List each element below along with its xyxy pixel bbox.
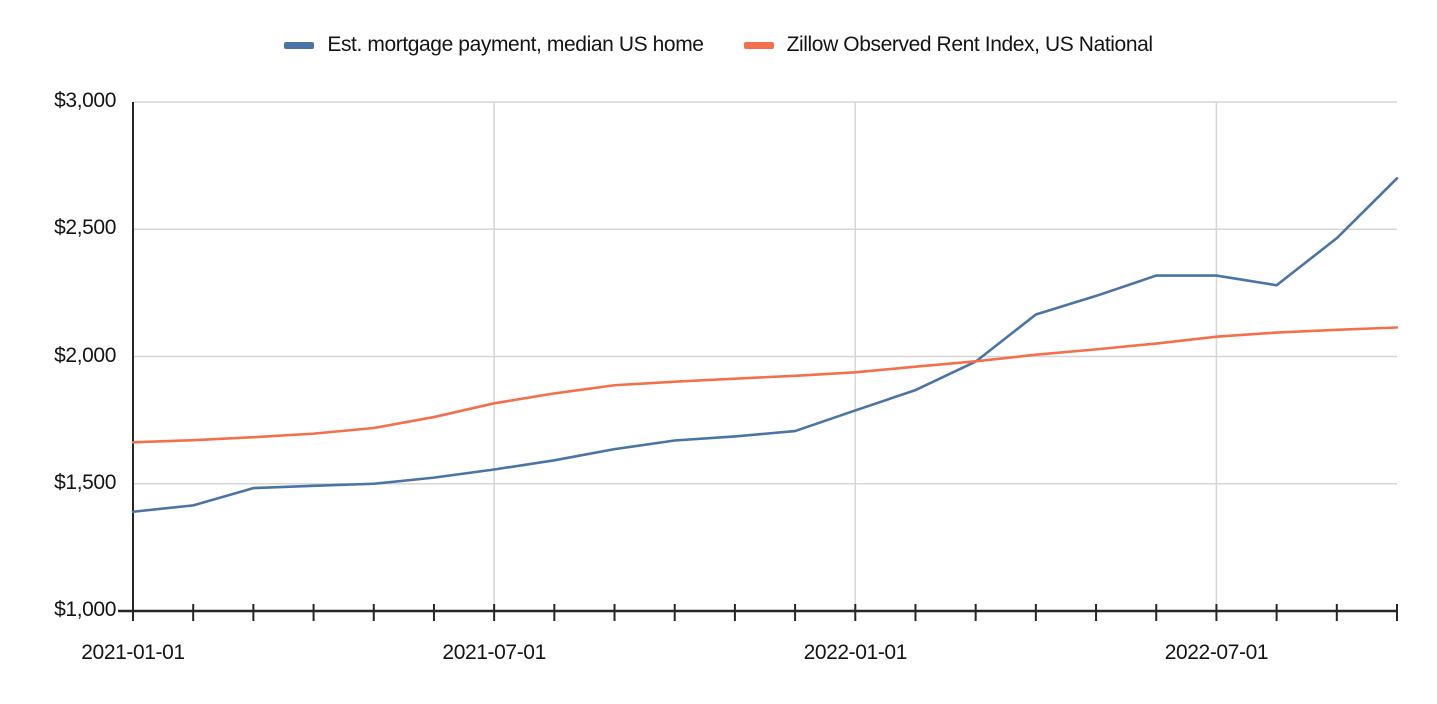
- legend: Est. mortgage payment, median US home Zi…: [0, 33, 1437, 57]
- rent-series-marker-icon: [743, 41, 774, 49]
- mortgage-series-marker-icon: [284, 41, 315, 49]
- legend-item-rent: Zillow Observed Rent Index, US National: [743, 33, 1153, 57]
- legend-item-mortgage: Est. mortgage payment, median US home: [284, 33, 704, 57]
- legend-label-rent: Zillow Observed Rent Index, US National: [786, 33, 1153, 56]
- series-line-rent: [131, 326, 1399, 444]
- series-line-mortgage: [131, 177, 1399, 514]
- legend-label-mortgage: Est. mortgage payment, median US home: [327, 33, 704, 56]
